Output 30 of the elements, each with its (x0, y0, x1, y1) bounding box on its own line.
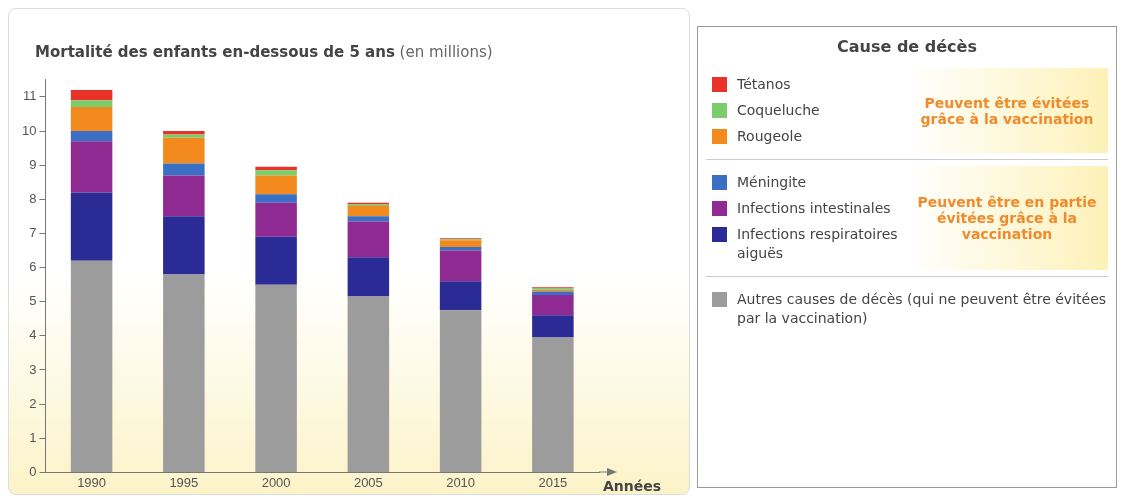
y-tick-label: 3 (29, 361, 37, 377)
y-tick-label: 10 (21, 122, 37, 138)
chart-title: Mortalité des enfants en-dessous de 5 ans (en millions) (35, 43, 493, 61)
legend-label: Méningite (737, 173, 807, 192)
x-tick-label: 2000 (261, 474, 291, 490)
x-tick-label: 1995 (169, 474, 199, 490)
x-axis-title: Années (603, 478, 662, 495)
y-tick-label: 7 (29, 225, 37, 240)
legend-title: Cause de décès (836, 37, 978, 56)
x-tick-label: 2015 (538, 474, 568, 490)
x-tick-label: 2005 (353, 474, 383, 490)
y-tick-label: 9 (29, 156, 37, 172)
y-tick-label: 1 (29, 429, 37, 445)
legend-label: Rougeole (737, 127, 803, 146)
y-tick-label: 8 (29, 190, 37, 206)
y-tick-label: 5 (29, 293, 37, 309)
y-tick-label: 11 (22, 88, 37, 104)
legend-label: Tétanos (737, 75, 791, 94)
text: Peuvent être en partie évitées grâce à la vaccination (906, 166, 1108, 270)
legend-label: Coqueluche (737, 101, 820, 120)
legend-label: Autres causes de décès (qui ne peuvent être évitées par la vaccination) (737, 290, 1108, 328)
text: Peuvent être évitées grâce à la vaccination (906, 68, 1108, 153)
legend-label: Infections intestinales (737, 199, 891, 218)
y-tick-label: 6 (29, 259, 37, 275)
x-tick-label: 1990 (77, 474, 107, 490)
x-tick-label: 2010 (446, 474, 476, 490)
y-tick-label: 2 (29, 395, 37, 411)
y-tick-label: 4 (29, 327, 37, 343)
y-tick-label: 0 (29, 463, 37, 479)
legend-label: Infections respiratoires aiguës (737, 225, 899, 263)
